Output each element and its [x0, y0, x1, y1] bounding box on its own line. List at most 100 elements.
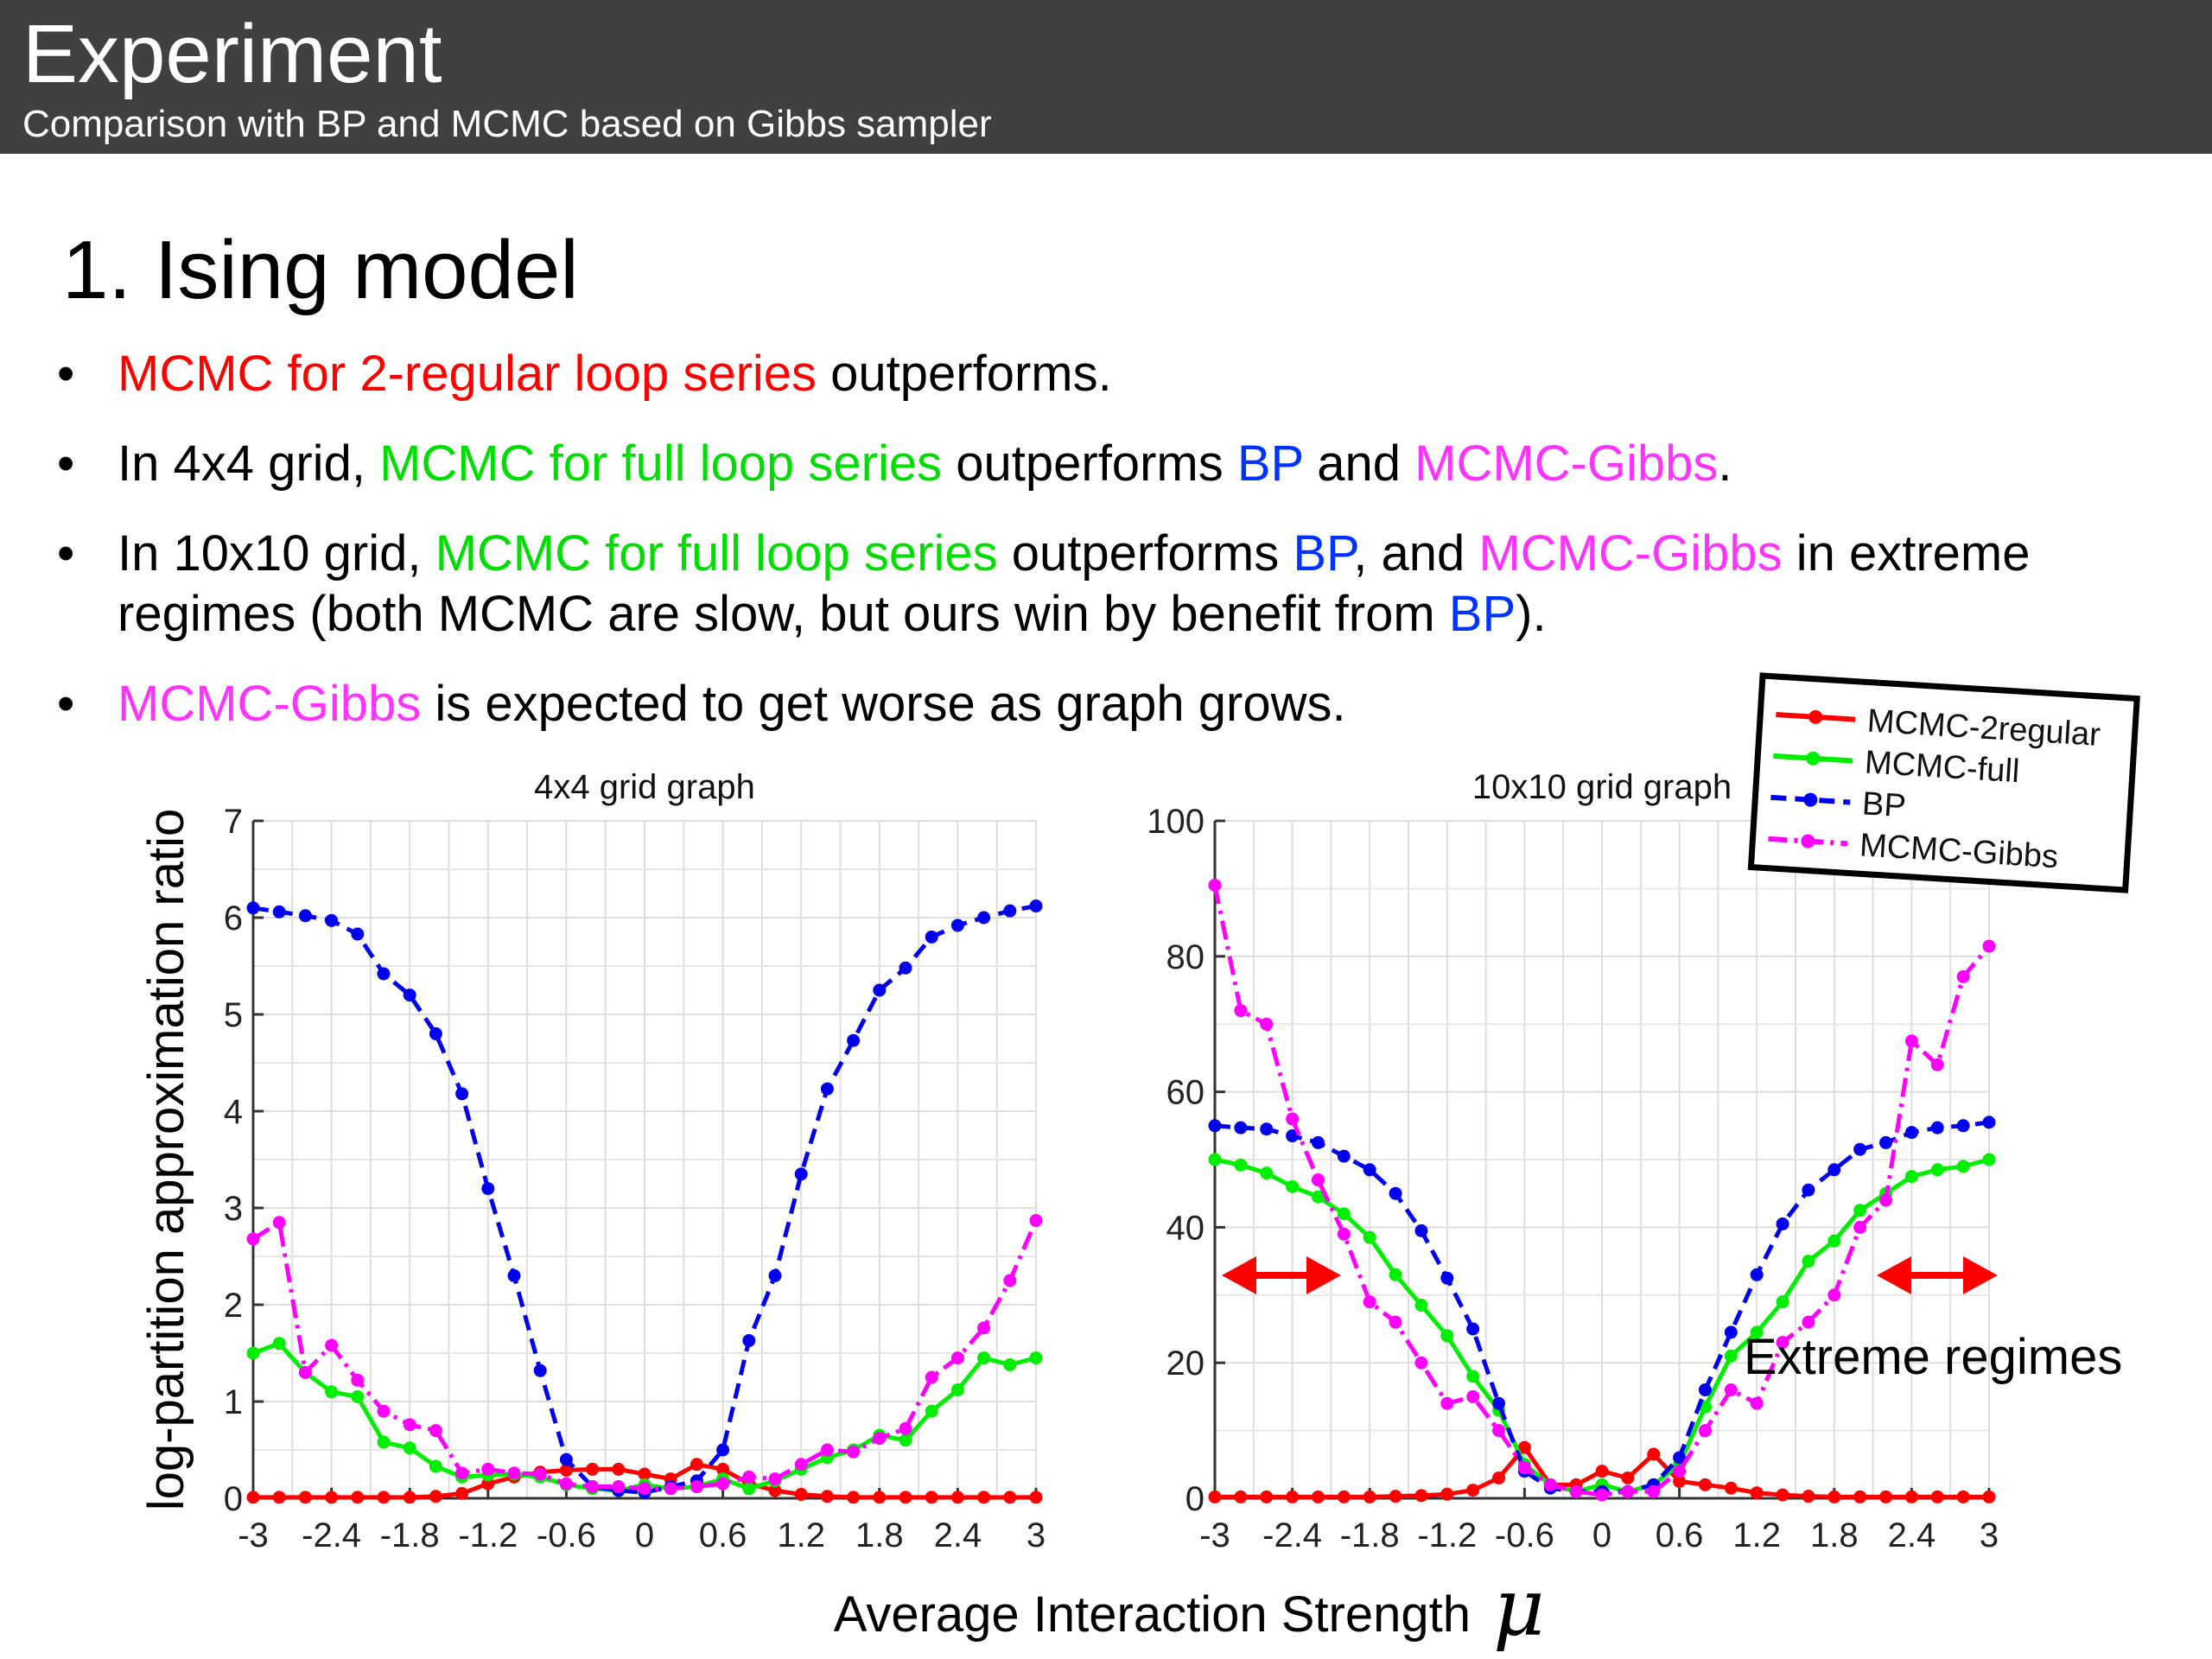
bullet-text: is expected to get worse as graph grows. [421, 676, 1346, 732]
data-point [377, 1435, 391, 1449]
data-point [1029, 1351, 1043, 1365]
data-point [768, 1268, 782, 1282]
data-point [638, 1482, 652, 1496]
y-tick-label: 1 [224, 1383, 243, 1421]
bullet-list: MCMC for 2-regular loop series outperfor… [57, 344, 2148, 764]
data-point [1827, 1490, 1841, 1503]
data-point [272, 1337, 286, 1351]
bullet-text: BP [1448, 586, 1516, 642]
data-point [1260, 1166, 1274, 1180]
data-point [507, 1268, 521, 1282]
data-point [1776, 1217, 1789, 1230]
data-point [1904, 1170, 1918, 1184]
bullet-text: MCMC for full loop series [435, 525, 998, 582]
data-point [377, 1404, 391, 1418]
data-point [899, 1433, 912, 1447]
series-mcmc-gibbs [1208, 878, 1996, 1502]
y-tick-label: 6 [224, 899, 243, 938]
bullet-text: MCMC-Gibbs [1478, 525, 1783, 582]
data-point [325, 913, 339, 927]
data-point [873, 1432, 887, 1446]
data-point [1492, 1424, 1506, 1438]
data-point [377, 967, 391, 981]
y-tick-label: 0 [224, 1480, 243, 1518]
x-tick-label: 1.8 [855, 1516, 904, 1554]
data-point [1029, 1214, 1043, 1228]
data-point [1363, 1163, 1376, 1177]
data-point [1208, 1119, 1222, 1133]
data-point [429, 1027, 442, 1040]
extreme-regime-arrow [1877, 1256, 1998, 1294]
data-point [559, 1464, 573, 1478]
data-point [1389, 1186, 1402, 1200]
arrow-head-right [1306, 1256, 1341, 1294]
data-point [950, 1351, 964, 1365]
data-point [925, 1404, 938, 1418]
data-point [1673, 1474, 1687, 1488]
data-point [1003, 1357, 1017, 1371]
data-point [1337, 1207, 1351, 1221]
data-point [533, 1467, 547, 1481]
slide-header: Experiment Comparison with BP and MCMC b… [0, 0, 2212, 154]
data-point [272, 1216, 286, 1230]
x-tick-label: -3 [1199, 1516, 1230, 1554]
bullet-text: , and [1353, 525, 1479, 582]
data-point [768, 1484, 782, 1497]
data-point [1234, 1158, 1248, 1172]
x-tick-label: 3 [1027, 1516, 1046, 1554]
data-point [1595, 1488, 1609, 1502]
data-point [1466, 1484, 1480, 1497]
data-point [1466, 1322, 1480, 1336]
data-point [429, 1459, 442, 1473]
bullet-text: BP [1293, 525, 1354, 582]
data-point [847, 1033, 861, 1047]
data-point [742, 1482, 756, 1496]
x-tick-label: 0.6 [1656, 1516, 1704, 1554]
bullet-text: MCMC-Gibbs [118, 676, 422, 732]
data-point [1698, 1424, 1712, 1438]
data-point [1956, 1490, 1970, 1503]
data-point [325, 1338, 339, 1352]
bullet-text: and [1303, 435, 1415, 492]
data-point [690, 1480, 703, 1494]
data-point [1621, 1471, 1635, 1484]
x-tick-label: -3 [238, 1516, 269, 1554]
data-point [1853, 1490, 1867, 1503]
data-point [1414, 1356, 1428, 1370]
data-point [1982, 939, 1996, 953]
x-tick-label: 2.4 [1888, 1516, 1936, 1554]
data-point [1234, 1490, 1248, 1503]
data-point [1466, 1370, 1480, 1383]
series-bp [246, 899, 1043, 1499]
arrow-head-left [1877, 1256, 1911, 1294]
data-point [1208, 1153, 1222, 1166]
data-point [1389, 1490, 1402, 1503]
data-point [1930, 1163, 1944, 1177]
data-point [1621, 1484, 1635, 1498]
data-point [1698, 1383, 1712, 1397]
data-point [481, 1462, 495, 1476]
data-point [1517, 1440, 1531, 1454]
legend-marker [1808, 709, 1823, 724]
legend-label: BP [1861, 785, 1907, 824]
data-point [377, 1491, 391, 1504]
data-point [1440, 1271, 1454, 1285]
x-tick-label: 2.4 [934, 1516, 982, 1554]
data-point [820, 1490, 834, 1503]
data-point [925, 930, 938, 944]
bullet-text: MCMC for full loop series [379, 435, 943, 492]
data-point [559, 1452, 573, 1466]
legend-box [1747, 672, 2140, 893]
data-point [1595, 1465, 1609, 1478]
x-tick-label: 0 [1592, 1516, 1611, 1554]
data-point [716, 1462, 730, 1476]
data-point [1466, 1389, 1480, 1403]
bullet-text: In 10x10 grid, [118, 525, 435, 582]
data-point [246, 901, 260, 915]
data-point [325, 1385, 339, 1399]
data-point [298, 1365, 312, 1379]
data-point [586, 1462, 600, 1476]
y-tick-label: 100 [1147, 803, 1205, 841]
data-point [455, 1466, 469, 1480]
y-axis-label: log-partition approximation ratio [138, 809, 194, 1510]
